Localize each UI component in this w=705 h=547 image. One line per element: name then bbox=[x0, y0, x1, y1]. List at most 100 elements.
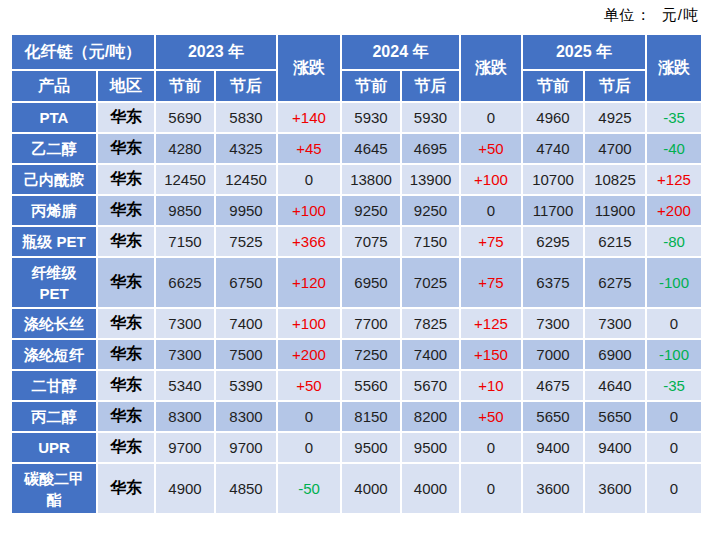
year-2023-header: 2023 年 bbox=[155, 34, 277, 70]
region-cell: 华东 bbox=[97, 226, 155, 257]
change-cell: +366 bbox=[277, 226, 341, 257]
price-cell: 9500 bbox=[401, 432, 460, 463]
change-cell: +200 bbox=[646, 195, 702, 226]
price-cell: 12450 bbox=[215, 164, 277, 195]
change-cell: +125 bbox=[646, 164, 702, 195]
price-cell: 7400 bbox=[215, 308, 277, 339]
product-cell: 乙二醇 bbox=[11, 133, 97, 164]
price-cell: 5650 bbox=[584, 401, 646, 432]
price-cell: 4925 bbox=[584, 102, 646, 133]
price-cell: 4700 bbox=[584, 133, 646, 164]
price-cell: 5670 bbox=[401, 370, 460, 401]
price-cell: 4675 bbox=[522, 370, 584, 401]
price-cell: 7150 bbox=[401, 226, 460, 257]
region-cell: 华东 bbox=[97, 308, 155, 339]
change-cell: -100 bbox=[646, 339, 702, 370]
change-cell: +125 bbox=[460, 308, 522, 339]
change-cell: +100 bbox=[277, 195, 341, 226]
change-cell: +75 bbox=[460, 226, 522, 257]
product-cell: PTA bbox=[11, 102, 97, 133]
price-cell: 7250 bbox=[341, 339, 401, 370]
table-row: 碳酸二甲 酯华东49004850-50400040000360036000 bbox=[11, 463, 702, 514]
price-cell: 9400 bbox=[522, 432, 584, 463]
price-cell: 6950 bbox=[341, 257, 401, 308]
price-cell: 7525 bbox=[215, 226, 277, 257]
price-cell: 9400 bbox=[584, 432, 646, 463]
price-cell: 9500 bbox=[341, 432, 401, 463]
table-row: 瓶级 PET华东71507525+36670757150+7562956215-… bbox=[11, 226, 702, 257]
price-cell: 10825 bbox=[584, 164, 646, 195]
pre-2025-header: 节前 bbox=[522, 70, 584, 102]
change-cell: 0 bbox=[277, 164, 341, 195]
product-cell: 瓶级 PET bbox=[11, 226, 97, 257]
product-cell: 碳酸二甲 酯 bbox=[11, 463, 97, 514]
region-cell: 华东 bbox=[97, 432, 155, 463]
price-cell: 9700 bbox=[155, 432, 215, 463]
change-cell: -40 bbox=[646, 133, 702, 164]
table-row: 己内酰胺华东124501245001380013900+100107001082… bbox=[11, 164, 702, 195]
pre-2023-header: 节前 bbox=[155, 70, 215, 102]
region-cell: 华东 bbox=[97, 463, 155, 514]
price-cell: 6295 bbox=[522, 226, 584, 257]
change-cell: 0 bbox=[646, 432, 702, 463]
region-cell: 华东 bbox=[97, 339, 155, 370]
unit-label: 单位： 元/吨 bbox=[603, 6, 699, 25]
price-cell: 7025 bbox=[401, 257, 460, 308]
price-cell: 5390 bbox=[215, 370, 277, 401]
price-cell: 7400 bbox=[401, 339, 460, 370]
price-cell: 3600 bbox=[584, 463, 646, 514]
table-row: PTA华东56905830+14059305930049604925-35 bbox=[11, 102, 702, 133]
price-cell: 8300 bbox=[215, 401, 277, 432]
region-cell: 华东 bbox=[97, 195, 155, 226]
price-cell: 4645 bbox=[341, 133, 401, 164]
price-cell: 4640 bbox=[584, 370, 646, 401]
price-cell: 7075 bbox=[341, 226, 401, 257]
price-table: 化纤链（元/吨） 2023 年 涨跌 2024 年 涨跌 2025 年 涨跌 产… bbox=[10, 33, 703, 515]
change-2023-header: 涨跌 bbox=[277, 34, 341, 102]
product-cell: 丙二醇 bbox=[11, 401, 97, 432]
change-cell: +140 bbox=[277, 102, 341, 133]
product-cell: 涤纶短纤 bbox=[11, 339, 97, 370]
change-cell: -35 bbox=[646, 102, 702, 133]
price-cell: 7150 bbox=[155, 226, 215, 257]
price-cell: 9700 bbox=[215, 432, 277, 463]
change-cell: +120 bbox=[277, 257, 341, 308]
price-cell: 6750 bbox=[215, 257, 277, 308]
post-2023-header: 节后 bbox=[215, 70, 277, 102]
price-cell: 6215 bbox=[584, 226, 646, 257]
price-cell: 4960 bbox=[522, 102, 584, 133]
product-header: 产品 bbox=[11, 70, 97, 102]
table-body: PTA华东56905830+14059305930049604925-35乙二醇… bbox=[11, 102, 702, 514]
change-cell: +50 bbox=[277, 370, 341, 401]
table-row: 丙二醇华东83008300081508200+50565056500 bbox=[11, 401, 702, 432]
change-cell: +100 bbox=[460, 164, 522, 195]
region-cell: 华东 bbox=[97, 102, 155, 133]
table-row: 二甘醇华东53405390+5055605670+1046754640-35 bbox=[11, 370, 702, 401]
region-cell: 华东 bbox=[97, 370, 155, 401]
price-cell: 9250 bbox=[341, 195, 401, 226]
price-cell: 4000 bbox=[341, 463, 401, 514]
change-cell: 0 bbox=[646, 463, 702, 514]
price-cell: 6375 bbox=[522, 257, 584, 308]
change-2024-header: 涨跌 bbox=[460, 34, 522, 102]
region-cell: 华东 bbox=[97, 133, 155, 164]
change-cell: +50 bbox=[460, 401, 522, 432]
price-cell: 7000 bbox=[522, 339, 584, 370]
price-cell: 3600 bbox=[522, 463, 584, 514]
price-cell: 6275 bbox=[584, 257, 646, 308]
price-cell: 7700 bbox=[341, 308, 401, 339]
price-cell: 5650 bbox=[522, 401, 584, 432]
price-cell: 11900 bbox=[584, 195, 646, 226]
price-cell: 8300 bbox=[155, 401, 215, 432]
table-header: 化纤链（元/吨） 2023 年 涨跌 2024 年 涨跌 2025 年 涨跌 产… bbox=[11, 34, 702, 102]
price-cell: 7500 bbox=[215, 339, 277, 370]
change-cell: +200 bbox=[277, 339, 341, 370]
price-cell: 8150 bbox=[341, 401, 401, 432]
price-cell: 4695 bbox=[401, 133, 460, 164]
change-cell: -50 bbox=[277, 463, 341, 514]
change-cell: 0 bbox=[277, 432, 341, 463]
price-cell: 11700 bbox=[522, 195, 584, 226]
change-2025-header: 涨跌 bbox=[646, 34, 702, 102]
corner-title-cell: 化纤链（元/吨） bbox=[11, 34, 155, 70]
table-row: UPR华东970097000950095000940094000 bbox=[11, 432, 702, 463]
